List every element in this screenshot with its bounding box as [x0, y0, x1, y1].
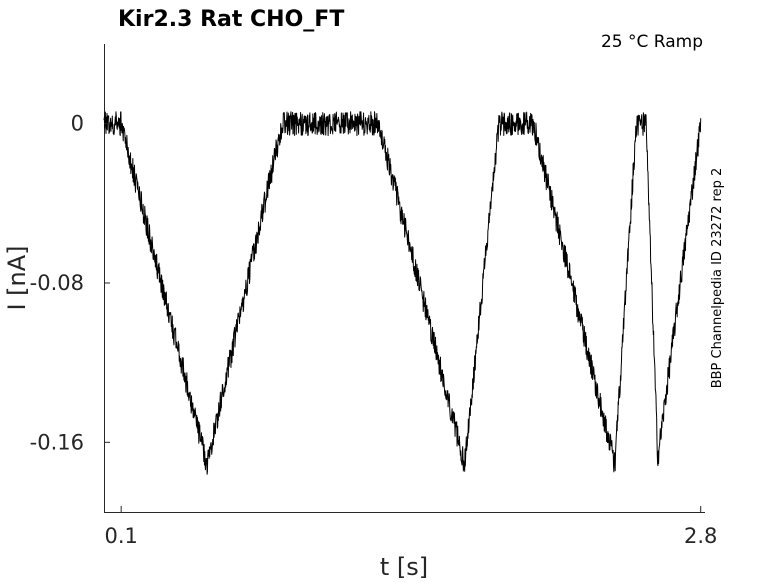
chart-title: Kir2.3 Rat CHO_FT	[118, 7, 344, 32]
condition-label: 25 °C Ramp	[601, 32, 703, 52]
x-ticks: 0.1 2.8	[104, 506, 717, 548]
source-id-label: BBP Channelpedia ID 23272 rep 2	[710, 168, 725, 389]
y-tick-label: -0.16	[30, 430, 84, 454]
y-tick-label: 0	[71, 112, 84, 136]
y-ticks: 0 -0.08 -0.16	[30, 112, 110, 454]
current-trace-line	[103, 111, 702, 475]
y-axis-label: I [nA]	[3, 245, 31, 310]
trace-group	[103, 111, 702, 475]
x-axis-label: t [s]	[380, 553, 428, 581]
y-tick-label: -0.08	[30, 271, 84, 295]
x-tick-label: 0.1	[104, 524, 137, 548]
x-tick-label: 2.8	[684, 524, 717, 548]
